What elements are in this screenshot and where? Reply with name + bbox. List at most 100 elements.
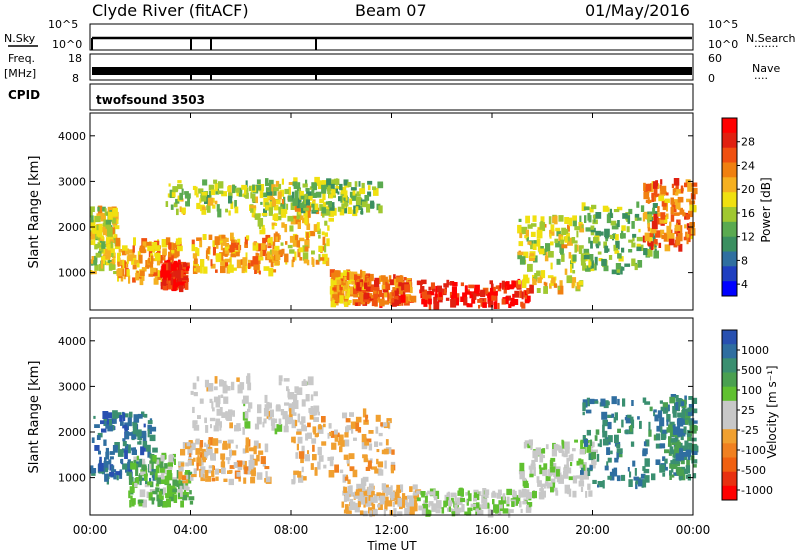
heatmap-cell bbox=[671, 467, 674, 473]
heatmap-cell bbox=[469, 294, 474, 299]
heatmap-cell bbox=[142, 447, 146, 452]
heatmap-cell bbox=[161, 500, 168, 508]
heatmap-cell bbox=[90, 215, 94, 223]
heatmap-cell bbox=[237, 384, 243, 390]
heatmap-cell bbox=[94, 445, 100, 451]
heatmap-cell bbox=[229, 465, 235, 469]
heatmap-cell bbox=[391, 298, 397, 307]
heatmap-cell bbox=[285, 241, 288, 245]
heatmap-cell bbox=[678, 243, 683, 252]
heatmap-cell bbox=[616, 475, 621, 482]
y-tick-label: 2000 bbox=[58, 426, 86, 439]
heatmap-cell bbox=[143, 473, 148, 481]
heatmap-cell bbox=[363, 419, 369, 425]
heatmap-cell bbox=[338, 274, 343, 279]
heatmap-cell bbox=[228, 478, 234, 486]
heatmap-cell bbox=[187, 447, 193, 455]
heatmap-cell bbox=[649, 234, 653, 243]
heatmap-cell bbox=[312, 201, 316, 207]
heatmap-cell bbox=[669, 427, 676, 437]
heatmap-cell bbox=[533, 467, 536, 476]
heatmap-cell bbox=[585, 491, 588, 498]
heatmap-cell bbox=[356, 282, 360, 291]
heatmap-cell bbox=[564, 446, 569, 454]
heatmap-cell bbox=[324, 220, 328, 226]
colorbar-segment bbox=[722, 330, 737, 345]
heatmap-cell bbox=[301, 399, 306, 407]
heatmap-cell bbox=[687, 407, 694, 413]
heatmap-cell bbox=[610, 450, 613, 455]
heatmap-cell bbox=[106, 237, 110, 244]
heatmap-cell bbox=[177, 180, 182, 184]
heatmap-cell bbox=[245, 239, 248, 248]
heatmap-cell bbox=[537, 480, 542, 487]
heatmap-cell bbox=[616, 451, 619, 460]
heatmap-cell bbox=[182, 494, 188, 501]
heatmap-cell bbox=[497, 302, 500, 309]
heatmap-cell bbox=[139, 245, 145, 253]
heatmap-cell bbox=[152, 490, 156, 495]
heatmap-cell bbox=[368, 430, 374, 434]
heatmap-cell bbox=[189, 474, 194, 481]
heatmap-cell bbox=[673, 178, 680, 186]
heatmap-cell bbox=[653, 434, 658, 441]
heatmap-cell bbox=[311, 189, 315, 197]
heatmap-cell bbox=[278, 418, 282, 425]
heatmap-cell bbox=[224, 381, 227, 388]
heatmap-cell bbox=[167, 193, 171, 198]
heatmap-cell bbox=[262, 462, 266, 467]
heatmap-cell bbox=[687, 429, 691, 437]
heatmap-cell bbox=[519, 470, 525, 480]
heatmap-cell bbox=[109, 239, 115, 243]
heatmap-cell bbox=[343, 454, 349, 460]
heatmap-cell bbox=[674, 224, 681, 232]
heatmap-cell bbox=[354, 494, 360, 499]
heatmap-cell bbox=[220, 259, 225, 266]
heatmap-cell bbox=[517, 224, 522, 234]
heatmap-cell bbox=[421, 289, 428, 296]
heatmap-cell bbox=[132, 264, 137, 270]
heatmap-cell bbox=[580, 258, 586, 266]
heatmap-cell bbox=[687, 442, 692, 447]
heatmap-cell bbox=[512, 299, 519, 305]
heatmap-cell bbox=[215, 269, 218, 273]
heatmap-cell bbox=[353, 287, 358, 295]
heatmap-cell bbox=[253, 241, 256, 246]
heatmap-cell bbox=[162, 284, 168, 291]
heatmap-cell bbox=[412, 484, 418, 490]
heatmap-cell bbox=[481, 495, 484, 504]
heatmap-cell bbox=[669, 221, 672, 227]
heatmap-cell bbox=[394, 290, 399, 294]
heatmap-cell bbox=[383, 509, 386, 516]
heatmap-cell bbox=[145, 477, 148, 486]
heatmap-cell bbox=[269, 199, 273, 203]
heatmap-cell bbox=[242, 448, 247, 454]
heatmap-cell bbox=[142, 433, 147, 441]
heatmap-cell bbox=[357, 485, 361, 490]
heatmap-cell bbox=[367, 191, 372, 197]
heatmap-cell bbox=[578, 480, 585, 487]
heatmap-cell bbox=[252, 193, 256, 203]
heatmap-cell bbox=[360, 486, 365, 492]
heatmap-cell bbox=[146, 444, 151, 452]
heatmap-cell bbox=[687, 182, 693, 192]
heatmap-cell bbox=[578, 246, 583, 254]
heatmap-cell bbox=[129, 411, 133, 418]
heatmap-cell bbox=[251, 206, 257, 211]
heatmap-cell bbox=[248, 402, 253, 409]
heatmap-cell bbox=[289, 408, 293, 418]
heatmap-cell bbox=[176, 480, 183, 488]
heatmap-cell bbox=[628, 249, 633, 253]
heatmap-cell bbox=[130, 495, 133, 502]
heatmap-cell bbox=[288, 403, 293, 412]
heatmap-cell bbox=[192, 420, 197, 429]
heatmap-cell bbox=[672, 406, 675, 414]
heatmap-cell bbox=[230, 450, 237, 456]
heatmap-cell bbox=[225, 208, 228, 213]
heatmap-cell bbox=[683, 426, 687, 435]
heatmap-cell bbox=[524, 295, 527, 300]
heatmap-cell bbox=[108, 459, 112, 465]
heatmap-cell bbox=[321, 253, 328, 261]
heatmap-cell bbox=[367, 185, 371, 191]
heatmap-cell bbox=[276, 215, 282, 221]
